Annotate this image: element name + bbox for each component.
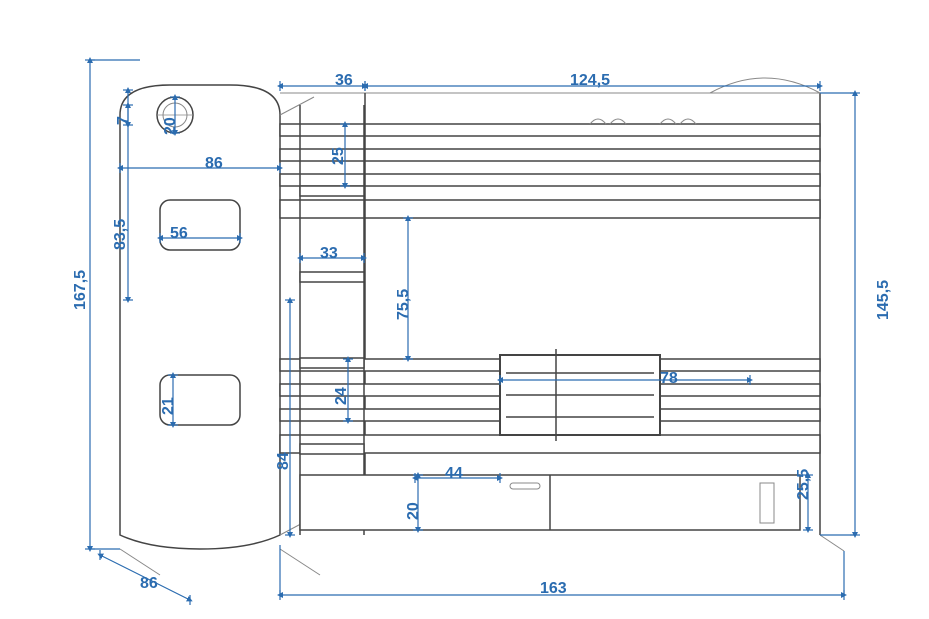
dimension-label: 83,5 [112,219,130,250]
dimension-label: 86 [205,155,223,173]
dimension-label: 145,5 [875,280,893,320]
dimension-label: 124,5 [570,72,610,90]
dimension-label: 7 [115,116,133,125]
dimension-label: 36 [335,72,353,90]
dimension-label: 163 [540,580,567,598]
dimension-label: 21 [160,397,178,415]
drawing-canvas: 167,5 86 163 145,5 36 124,5 7 20 25 86 83,5 56 33 75,… [0,0,929,619]
dimension-label: 75,5 [395,289,413,320]
technical-drawing-svg [0,0,929,619]
dimension-label: 25 [330,147,348,165]
dimension-label: 25,5 [795,469,813,500]
dimension-label: 24 [333,387,351,405]
dimension-label: 44 [445,465,463,483]
dimension-label: 33 [320,245,338,263]
dimension-label: 78 [660,370,678,388]
dimension-label: 20 [405,502,423,520]
dimension-label: 167,5 [72,270,90,310]
dimension-label: 56 [170,225,188,243]
dimension-label: 84 [275,452,293,470]
dimension-label: 20 [162,117,180,135]
dimension-label: 86 [140,575,158,593]
